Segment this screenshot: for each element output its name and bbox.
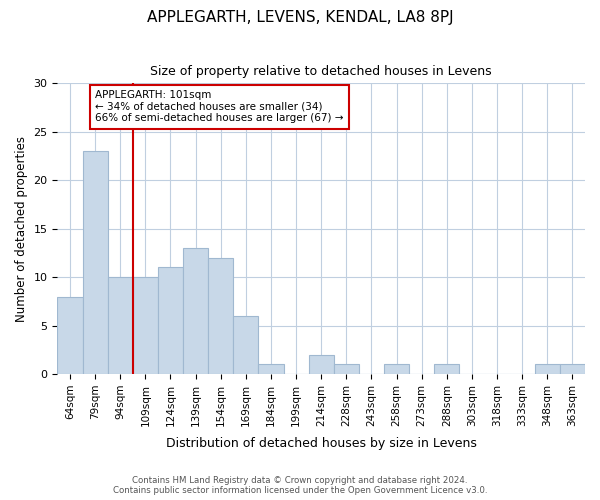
Bar <box>83 151 107 374</box>
Bar <box>107 277 133 374</box>
Bar <box>58 296 83 374</box>
Bar <box>158 268 183 374</box>
Bar <box>434 364 460 374</box>
Y-axis label: Number of detached properties: Number of detached properties <box>15 136 28 322</box>
Bar <box>183 248 208 374</box>
Bar <box>233 316 259 374</box>
Bar <box>259 364 284 374</box>
Text: Contains HM Land Registry data © Crown copyright and database right 2024.
Contai: Contains HM Land Registry data © Crown c… <box>113 476 487 495</box>
Bar <box>334 364 359 374</box>
Bar <box>384 364 409 374</box>
Bar <box>535 364 560 374</box>
Bar <box>308 354 334 374</box>
Bar <box>133 277 158 374</box>
X-axis label: Distribution of detached houses by size in Levens: Distribution of detached houses by size … <box>166 437 476 450</box>
Text: APPLEGARTH: 101sqm
← 34% of detached houses are smaller (34)
66% of semi-detache: APPLEGARTH: 101sqm ← 34% of detached hou… <box>95 90 344 124</box>
Bar <box>560 364 585 374</box>
Title: Size of property relative to detached houses in Levens: Size of property relative to detached ho… <box>151 65 492 78</box>
Bar <box>208 258 233 374</box>
Text: APPLEGARTH, LEVENS, KENDAL, LA8 8PJ: APPLEGARTH, LEVENS, KENDAL, LA8 8PJ <box>146 10 454 25</box>
